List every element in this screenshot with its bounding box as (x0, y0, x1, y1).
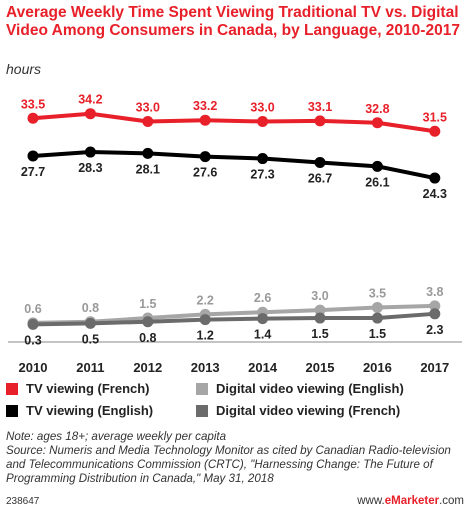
data-point (27, 112, 39, 124)
data-point (142, 316, 154, 328)
data-point (429, 125, 441, 137)
data-label: 0.3 (24, 333, 41, 347)
data-label: 1.4 (254, 328, 271, 342)
chart-title: Average Weekly Time Spent Viewing Tradit… (6, 4, 460, 39)
data-label: 28.3 (78, 161, 102, 175)
data-label: 26.1 (365, 175, 389, 189)
data-label: 24.3 (423, 187, 447, 201)
brand-name: eMarketer (384, 495, 440, 507)
data-point (371, 160, 383, 172)
data-point (429, 308, 441, 320)
data-point (314, 304, 326, 316)
legend-swatch (196, 382, 208, 395)
data-point (27, 318, 39, 330)
data-label: 26.7 (308, 171, 332, 185)
data-label: 1.5 (311, 327, 328, 341)
data-point (142, 116, 154, 127)
data-label: 27.7 (21, 165, 45, 179)
data-label: 34.2 (78, 93, 102, 107)
data-label: 1.5 (139, 297, 156, 311)
legend-swatch (196, 404, 208, 417)
x-tick-label: 2014 (248, 360, 278, 375)
data-point (429, 172, 441, 184)
legend-swatch (6, 404, 18, 417)
data-point (371, 301, 383, 313)
series-line (32, 311, 435, 327)
data-label: 27.3 (250, 168, 274, 182)
data-point (84, 146, 96, 158)
data-label: 3.5 (369, 286, 386, 300)
data-label: 31.5 (423, 110, 447, 124)
data-point (429, 300, 441, 312)
legend-label: Digital video viewing (English) (216, 381, 404, 396)
legend-label: TV viewing (French) (26, 381, 150, 396)
data-label: 2.3 (426, 323, 443, 337)
data-label: 0.8 (139, 331, 156, 345)
data-label: 2.6 (254, 291, 271, 305)
data-point (199, 151, 211, 163)
data-point (314, 312, 326, 324)
data-label: 0.8 (82, 301, 99, 315)
data-label: 33.0 (136, 101, 160, 115)
brand-prefix: www. (357, 495, 385, 507)
data-label: 33.0 (250, 101, 274, 115)
data-label: 2.2 (197, 293, 214, 307)
legend-item-digital-french: Digital video viewing (French) (196, 403, 400, 418)
data-point (314, 115, 326, 127)
chart-subtitle: hours (6, 61, 42, 77)
data-label: 27.6 (193, 166, 217, 180)
data-point (199, 114, 211, 126)
legend-item-digital-english: Digital video viewing (English) (196, 381, 404, 396)
data-point (371, 312, 383, 324)
data-point (257, 153, 269, 165)
data-point (199, 314, 211, 326)
x-tick-label: 2013 (191, 360, 220, 375)
x-tick-label: 2012 (133, 360, 162, 375)
data-label: 1.5 (369, 327, 386, 341)
data-label: 1.2 (197, 329, 214, 343)
legend-label: TV viewing (English) (26, 403, 154, 418)
footer: 238647 www.eMarketer.com (6, 495, 464, 507)
data-label: 0.5 (82, 332, 99, 346)
data-point (27, 150, 39, 162)
chart-notes: Note: ages 18+; average weekly per capit… (6, 430, 464, 486)
line-chart: 2010 2011 2012 2013 2014 2015 2016 2017 33.5 34.2… (8, 93, 462, 375)
data-label: 0.6 (24, 302, 41, 316)
chart-id: 238647 (6, 496, 40, 507)
x-tick-label: 2010 (19, 360, 48, 375)
data-label: 3.0 (311, 289, 328, 303)
legend-label: Digital video viewing (French) (216, 403, 401, 418)
data-point (257, 116, 269, 127)
data-label: 33.2 (193, 99, 217, 113)
legend-item-tv-english: TV viewing (English) (6, 403, 153, 418)
legend: TV viewing (French) Digital video viewin… (6, 381, 466, 423)
data-point (84, 108, 96, 120)
data-point (142, 147, 154, 159)
data-label: 32.8 (365, 102, 389, 116)
legend-item-tv-french: TV viewing (French) (6, 381, 150, 396)
source-text: Source: Numeris and Media Technology Mon… (6, 444, 451, 485)
x-tick-label: 2015 (306, 360, 335, 375)
data-label: 28.1 (136, 162, 160, 176)
x-tick-label: 2017 (420, 360, 449, 375)
series-line (32, 150, 436, 181)
data-label: 33.5 (21, 97, 45, 111)
data-label: 33.1 (308, 100, 332, 114)
note-text: Note: ages 18+; average weekly per capit… (6, 430, 227, 443)
series-line (32, 111, 436, 134)
data-label: 3.8 (426, 285, 443, 299)
data-point (257, 313, 269, 325)
x-tick-label: 2016 (363, 360, 392, 375)
data-point (371, 117, 383, 129)
x-tick-label: 2011 (76, 360, 104, 375)
data-point (84, 317, 96, 329)
brand-logo: www.eMarketer.com (357, 495, 464, 507)
legend-swatch (6, 382, 18, 395)
data-point (314, 156, 326, 168)
brand-suffix: .com (439, 495, 464, 507)
